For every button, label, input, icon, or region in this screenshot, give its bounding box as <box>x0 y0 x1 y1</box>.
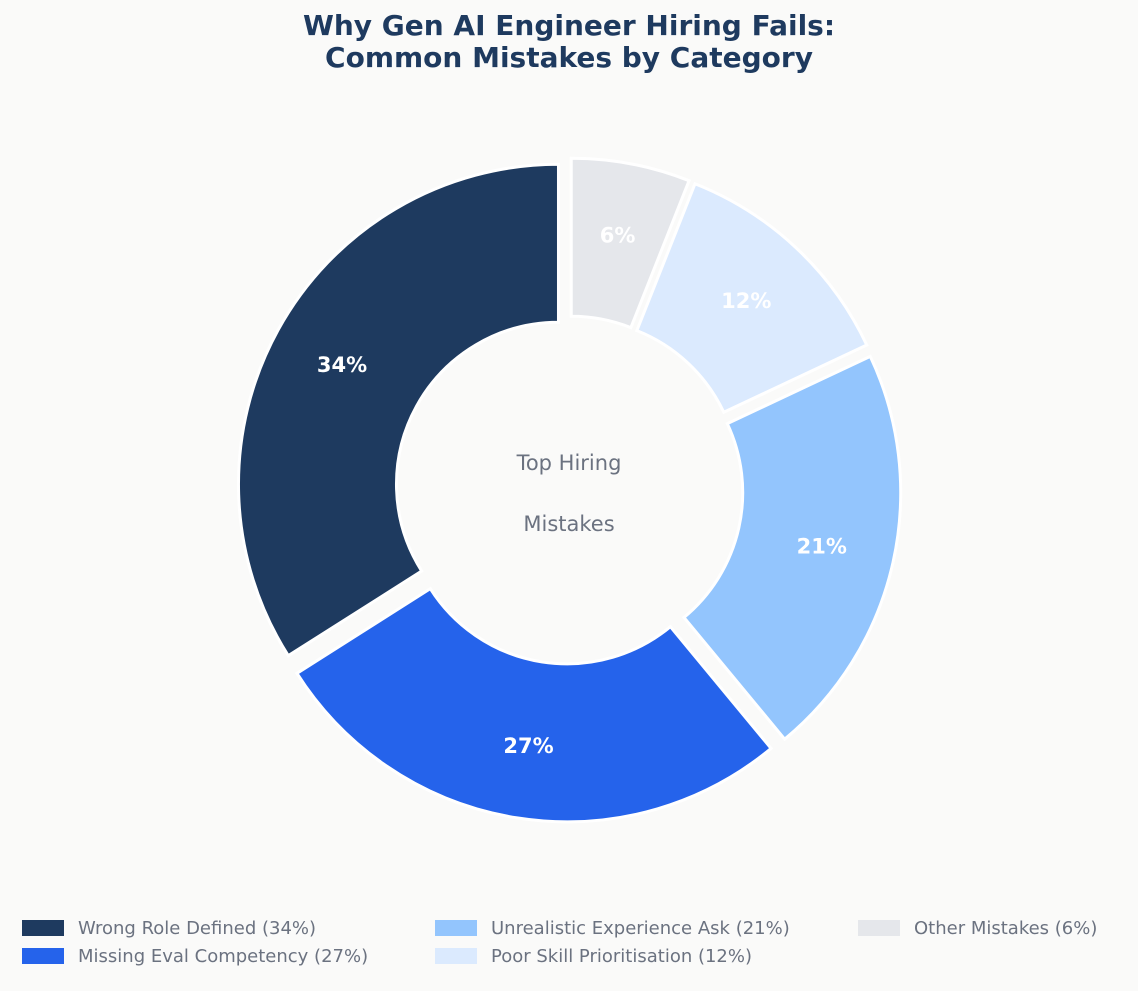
chart-title-line-1: Why Gen AI Engineer Hiring Fails: <box>302 9 836 42</box>
legend-label: Missing Eval Competency (27%) <box>78 945 369 967</box>
pie-slice <box>569 156 691 330</box>
donut-chart: 34% 27% 21% 12% 6% Top Hiring Mistakes <box>236 156 903 824</box>
slice-value-label: 21% <box>797 534 847 558</box>
legend-swatch <box>22 920 64 936</box>
chart-legend: Wrong Role Defined (34%) Missing Eval Com… <box>22 916 1132 976</box>
legend-item: Other Mistakes (6%) <box>858 917 1098 939</box>
legend-label: Poor Skill Prioritisation (12%) <box>491 945 753 967</box>
legend-label: Other Mistakes (6%) <box>914 917 1098 939</box>
center-label-line: Top Hiring <box>516 451 622 475</box>
legend-item: Unrealistic Experience Ask (21%) <box>435 917 790 939</box>
chart-title: Why Gen AI Engineer Hiring Fails: Common… <box>0 10 1138 74</box>
legend-swatch <box>435 920 477 936</box>
pie-slice <box>634 181 869 415</box>
slice-value-label: 34% <box>317 353 367 377</box>
slice-value-label: 27% <box>503 734 553 758</box>
slice-value-label: 12% <box>721 289 771 313</box>
center-label-line: Mistakes <box>523 512 614 536</box>
chart-title-line-2: Common Mistakes by Category <box>325 41 813 74</box>
legend-item: Wrong Role Defined (34%) <box>22 917 317 939</box>
legend-label: Wrong Role Defined (34%) <box>78 917 317 939</box>
legend-item: Missing Eval Competency (27%) <box>22 945 369 967</box>
pie-slice <box>681 354 903 742</box>
slice-value-label: 6% <box>600 224 636 248</box>
pie-slice <box>236 162 560 658</box>
legend-swatch <box>435 948 477 964</box>
legend-swatch <box>22 948 64 964</box>
legend-label: Unrealistic Experience Ask (21%) <box>491 917 790 939</box>
legend-swatch <box>858 920 900 936</box>
pie-slice <box>294 586 774 824</box>
legend-item: Poor Skill Prioritisation (12%) <box>435 945 753 967</box>
